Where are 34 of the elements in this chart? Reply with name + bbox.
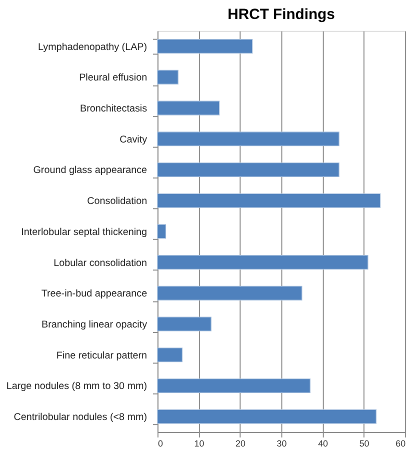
x-tick-label: 40 — [318, 438, 328, 448]
bar — [157, 70, 178, 84]
bar — [157, 348, 183, 362]
x-tick-label: 10 — [194, 438, 204, 448]
y-tick-label: Branching linear opacity — [42, 319, 148, 330]
x-tick-label: 0 — [158, 438, 163, 448]
bar — [157, 39, 253, 54]
bar — [157, 316, 212, 332]
chart-title: HRCT Findings — [228, 7, 335, 24]
bar — [157, 286, 302, 300]
y-tick-label: Interlobular septal thickening — [21, 226, 148, 238]
y-tick-label: Centrilobular nodules (<8 mm) — [14, 412, 148, 424]
x-tick-label: 50 — [359, 438, 370, 448]
y-tick-label: Ground glass appearance — [33, 165, 148, 176]
y-tick-label: Fine reticular pattern — [56, 350, 148, 362]
bar — [157, 255, 368, 270]
bar — [157, 378, 310, 394]
y-tick-label: Lobular consolidation — [54, 258, 148, 269]
y-tick-label: Tree-in-bud appearance — [41, 288, 148, 300]
y-tick-label: Large nodules (8 mm to 30 mm) — [6, 381, 148, 392]
bar — [157, 100, 220, 116]
bar — [157, 224, 166, 239]
x-tick-label: 20 — [236, 438, 246, 448]
y-tick-label: Consolidation — [87, 196, 148, 208]
bar — [157, 409, 377, 424]
bar — [157, 162, 340, 178]
y-tick-label: Bronchitectasis — [80, 104, 148, 115]
y-tick-label: Lymphadenopathy (LAP) — [38, 42, 148, 53]
bar — [157, 193, 381, 208]
x-tick-label: 60 — [396, 438, 406, 448]
bar — [157, 132, 340, 146]
x-tick-label: 30 — [276, 438, 287, 448]
y-tick-label: Pleural effusion — [79, 72, 148, 84]
y-tick-label: Cavity — [120, 134, 148, 146]
